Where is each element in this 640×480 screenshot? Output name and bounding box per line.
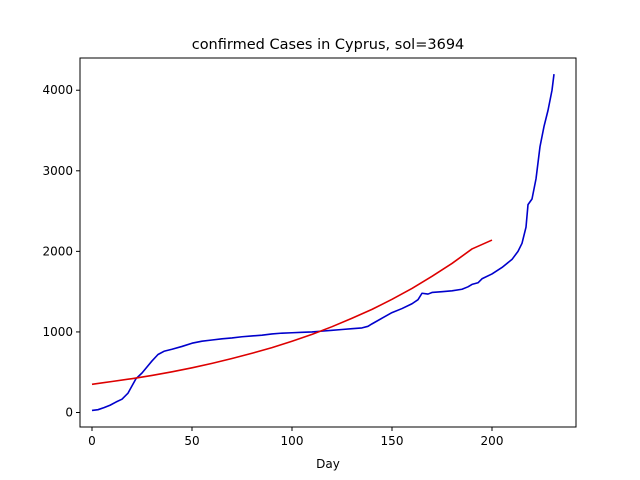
y-tick-label: 0 [65,405,73,419]
x-tick-label: 200 [481,434,504,448]
x-tick-label: 0 [88,434,96,448]
y-tick-label: 4000 [42,83,73,97]
plot-frame [79,57,577,428]
x-tick-label: 100 [281,434,304,448]
series-line-1 [91,239,493,386]
chart-title: confirmed Cases in Cyprus, sol=3694 [192,37,465,53]
x-axis: 0 50 100 150 200 [88,427,503,448]
x-axis-label: Day [316,457,340,471]
y-axis: 0 1000 2000 3000 4000 [42,83,80,419]
plot-lines [91,74,555,412]
y-tick-label: 3000 [42,164,73,178]
x-tick-label: 150 [381,434,404,448]
y-tick-label: 1000 [42,325,73,339]
y-tick-label: 2000 [42,244,73,258]
x-tick-label: 50 [184,434,199,448]
series-line-0 [91,74,555,412]
